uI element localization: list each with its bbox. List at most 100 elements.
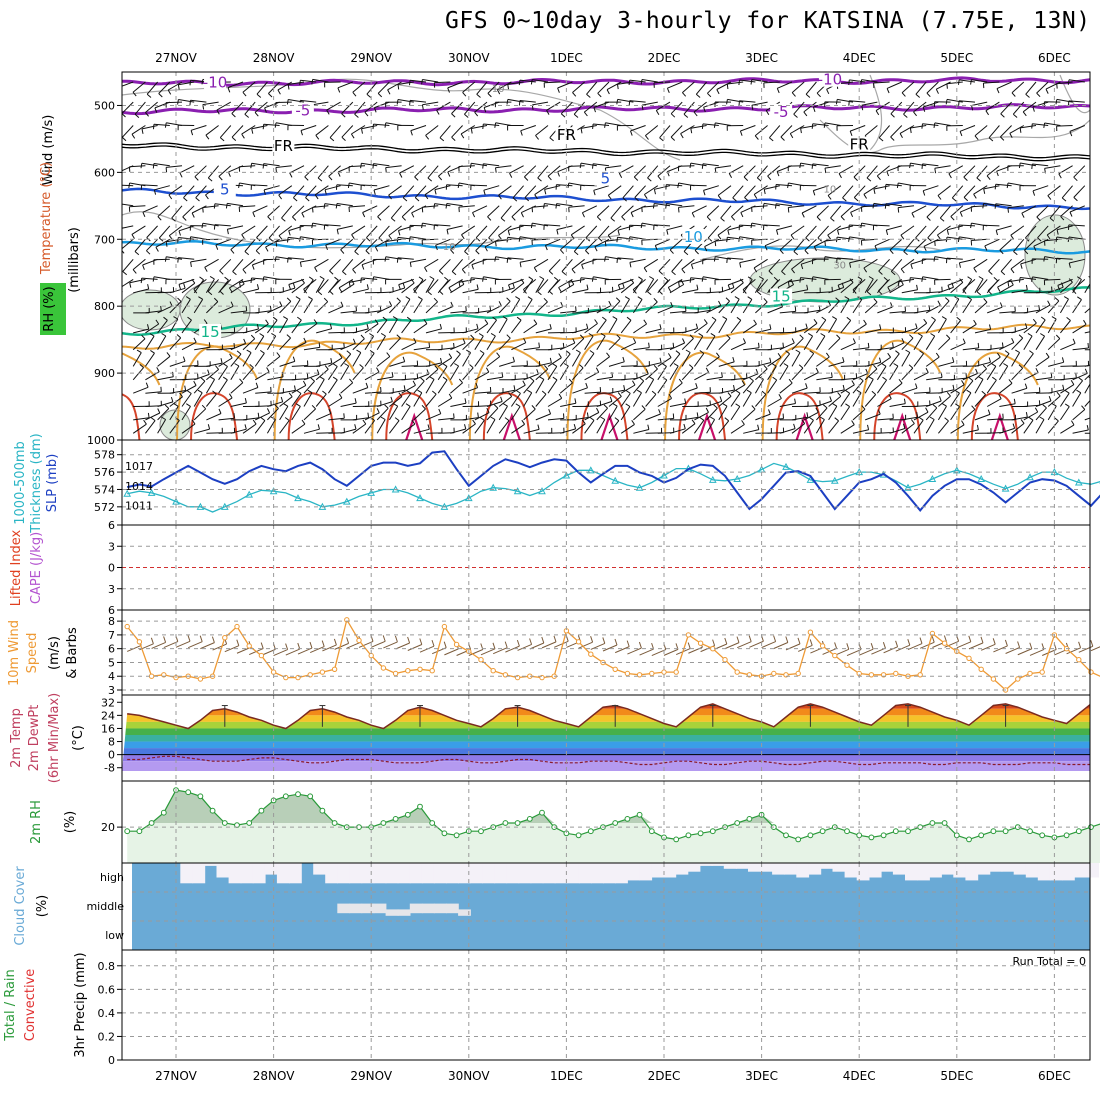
wind-barb-flag [152,163,155,169]
wind-barb [608,405,618,421]
wind-barb-flag [601,316,607,321]
wind-barb-flag [1066,317,1071,321]
wind-barb [596,319,607,334]
wind-barb-flag [354,424,357,430]
wind-barb-flag [890,113,895,118]
wind-barb [157,401,174,407]
rh-contour-0 [122,78,681,161]
wind-barb-flag [935,352,940,358]
wind-barb-flag [867,342,870,348]
wind-barb [645,413,661,421]
thickness-point [342,497,351,505]
wind-barb [706,419,716,434]
wind-barb-flag [242,91,247,97]
wind-barb [547,366,558,381]
wind-barb-flag [402,283,406,289]
wind-barb-flag [705,367,710,373]
wind-barb [288,81,305,85]
wind-barb-flag [804,250,809,255]
wind-barb-flag [512,356,515,362]
wind-barb [1011,337,1024,351]
wind-barb [922,163,939,167]
wind-speed-point [392,670,399,677]
wind-barb [718,420,730,434]
thickness-point [708,475,717,483]
surface-wind-barb [151,642,166,649]
wind-barb-flag [539,276,545,280]
wind-barb [889,428,906,434]
wind-barb-flag [476,93,481,98]
wind-barb-flag [311,404,316,410]
wind-barb-flag [474,111,479,117]
surface-wind-barb-flag [504,641,508,648]
wind-barb [462,387,478,394]
wind-barb [519,100,536,103]
wind-barb-flag [962,289,967,294]
wind-barb-flag [286,334,291,339]
wind-barb [193,408,207,421]
surface-wind-barb-flag [809,639,813,646]
wind-barb-flag [249,364,254,369]
wind-barb-flag [147,412,150,418]
surface-wind-barb [993,645,1008,653]
wind-barb-flag [726,334,731,339]
wind-barb-flag [572,338,576,344]
wind-barb [291,365,308,367]
wind-barb [938,389,955,394]
wind-barb [764,238,780,247]
wind-barb-flag [695,323,699,329]
wind-barb-flag [1036,92,1041,98]
wind-speed-point [246,643,252,649]
wind-barb [436,101,451,111]
wind-barb [523,323,538,334]
wind-barb [214,224,231,227]
isotherm-label-bg [770,288,793,304]
wind-barb-flag [498,301,502,306]
wind-barb [1060,377,1077,381]
wind-barb-flag [494,256,497,262]
wind-barb [658,279,671,292]
high-cloud-gap [687,863,701,872]
wind-barb [277,81,293,91]
wind-barb [255,238,268,252]
wind-barb [1020,125,1037,129]
wind-barb [1011,81,1025,94]
thickness-point [733,474,742,483]
wind-barb-flag [352,91,357,97]
rh-point [648,828,655,835]
wind-barb-flag [1006,182,1009,189]
high-cloud-gap [856,863,870,881]
wind-barb [422,205,439,208]
wind-barb-flag [128,182,131,188]
wind-barb-flag [533,267,538,273]
wind-barb-flag [154,107,158,113]
wind-barb-flag [878,270,883,275]
pressure-tick-label: 500 [94,99,115,112]
wind-barb [669,382,683,394]
wind-barb [1011,289,1028,294]
wind-barb [278,225,293,236]
wind-barb [629,100,646,103]
wind-barb-flag [366,237,371,242]
wind-barb [1023,335,1033,350]
wind-barb [703,101,719,108]
thickness-point [464,494,473,502]
wind-barb-flag [856,389,862,394]
wind-barb-flag [1087,342,1089,349]
wind-barb [865,413,881,421]
surface-wind-barb-flag [602,637,606,644]
wind-barb [461,225,476,236]
surface-wind-barb-flag [1078,641,1082,648]
wind-barb [678,278,695,283]
wind-barb [462,423,476,434]
wind-barb-flag [264,107,267,113]
wind-barb [523,373,539,381]
date-label-bottom: 3DEC [745,1069,778,1083]
wind-barb-flag [332,363,338,367]
wind-barb [486,305,502,314]
cloud-layer-label: high [100,871,124,884]
wind-barb-flag [303,337,307,343]
wind-barb [682,416,699,421]
middle-cloud-gap [397,909,411,916]
temp2m-tick-label: 8 [108,736,115,749]
